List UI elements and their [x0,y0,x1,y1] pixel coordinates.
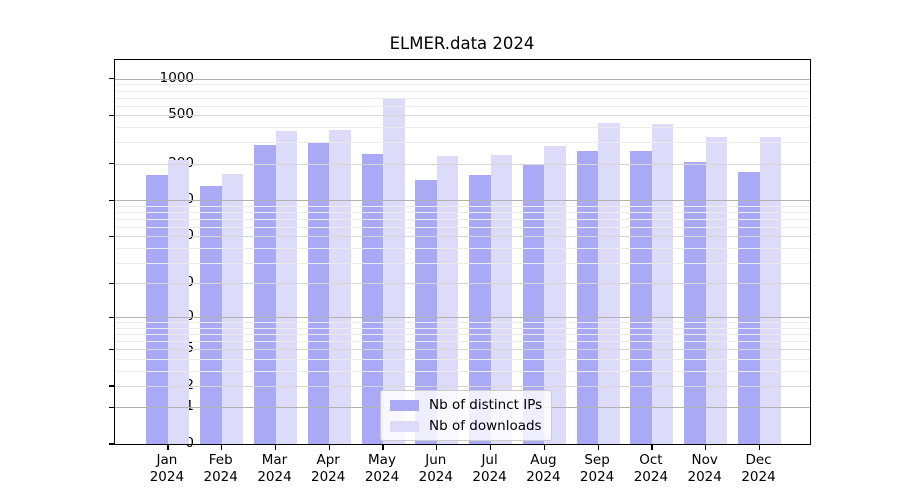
y-axis-tick [108,282,114,284]
gridline-minor [115,226,810,228]
x-axis-tick [274,445,277,450]
gridline-minor [115,105,810,107]
bar-jun-distinct-ips [415,179,437,444]
x-axis-tick-label: Apr 2024 [311,452,346,485]
y-axis-tick [108,78,114,80]
gridline-50 [115,236,810,238]
gridline-minor [115,247,810,249]
plot-area: Nb of distinct IPs Nb of downloads [108,59,811,450]
gridline-1000 [115,78,810,80]
gridline-minor [115,262,810,264]
gridline-minor [115,211,810,213]
x-axis-tick [543,445,546,450]
x-axis-tick [490,445,492,450]
gridline-100 [115,200,810,202]
x-axis-tick-label: May 2024 [364,452,400,485]
gridline-minor [115,334,810,336]
gridline-minor [115,90,810,92]
gridline-minor [115,127,810,129]
legend-item-downloads: Nb of downloads [390,418,542,434]
bar-mar-distinct-ips [254,145,276,444]
x-axis-tick-label: Jun 2024 [418,452,453,485]
x-axis-tick-label: Sep 2024 [579,452,615,485]
x-axis-tick [167,445,169,450]
x-axis-tick [382,445,384,450]
bar-sep-distinct-ips [576,150,599,444]
x-axis-tick-label: Oct 2024 [633,452,669,485]
gridline-minor [115,142,810,144]
bar-mar-downloads [275,130,297,444]
bar-dec-distinct-ips [738,172,760,444]
y-axis-tick [108,443,114,445]
gridline-5 [115,349,810,351]
x-axis-tick [597,445,599,450]
gridline-minor [115,370,810,372]
y-axis-tick [108,163,114,165]
gridline-minor [115,358,810,360]
bar-jan-distinct-ips [146,175,168,444]
gridline-minor [115,84,810,86]
y-axis-tick-label: 1000 [159,69,194,86]
y-axis-tick-label: 1 [185,398,194,415]
legend-item-distinct-ips: Nb of distinct IPs [390,397,542,413]
x-axis-tick-label: Jul 2024 [472,452,507,485]
y-axis-tick-label: 2 [185,376,194,393]
gridline-minor [115,341,810,343]
x-axis-tick [705,445,707,450]
legend-label-downloads: Nb of downloads [429,418,542,434]
legend-label-distinct-ips: Nb of distinct IPs [429,397,543,413]
gridline-200 [115,163,810,165]
x-axis-tick [328,445,330,450]
legend-swatch-distinct-ips [390,399,419,411]
bar-apr-distinct-ips [307,142,330,444]
bar-apr-downloads [329,129,351,444]
bar-jul-distinct-ips [469,175,491,444]
x-axis-tick [436,445,438,450]
bar-aug-distinct-ips [522,163,545,444]
y-axis-tick [108,385,114,387]
y-axis-tick [108,199,114,201]
y-axis-tick-label: 5 [185,340,194,357]
y-axis-tick [108,406,114,409]
bar-nov-distinct-ips [684,162,706,444]
y-axis-tick-label: 500 [168,106,194,123]
bar-feb-downloads [221,173,244,444]
x-axis-tick-label: Feb 2024 [203,452,238,485]
y-axis-tick-label: 0 [185,435,194,451]
gridline-minor [115,322,810,324]
bar-nov-downloads [705,136,728,444]
x-axis-tick [758,445,761,450]
gridline-20 [115,283,810,285]
gridline-minor [115,205,810,207]
gridline-500 [115,115,810,117]
y-axis-tick [108,348,114,350]
gridline-2 [115,385,810,387]
bar-may-downloads [383,97,405,444]
y-axis-tick [108,114,114,117]
legend: Nb of distinct IPs Nb of downloads [380,390,553,441]
gridline-minor [115,218,810,220]
y-axis-tick [108,316,114,318]
chart-title: ELMER.data 2024 [389,34,535,53]
bar-oct-distinct-ips [630,150,652,444]
x-axis-tick-label: Mar 2024 [257,452,292,485]
x-axis-tick-label: Jan 2024 [149,452,185,485]
legend-swatch-downloads [390,420,419,432]
gridline-minor [115,97,810,99]
bar-dec-downloads [759,137,781,444]
x-axis-tick-label: Aug 2024 [526,452,561,485]
bar-jun-downloads [436,156,459,444]
gridline-10 [115,317,810,319]
x-axis-tick [651,445,653,450]
x-axis-tick [221,445,223,450]
bar-feb-distinct-ips [200,186,222,444]
bar-jan-downloads [167,159,190,444]
gridline-minor [115,327,810,329]
x-axis-tick-label: Nov 2024 [687,452,722,485]
x-axis-tick-label: Dec 2024 [741,452,776,485]
bar-aug-downloads [544,146,566,444]
y-axis-tick [108,235,114,237]
